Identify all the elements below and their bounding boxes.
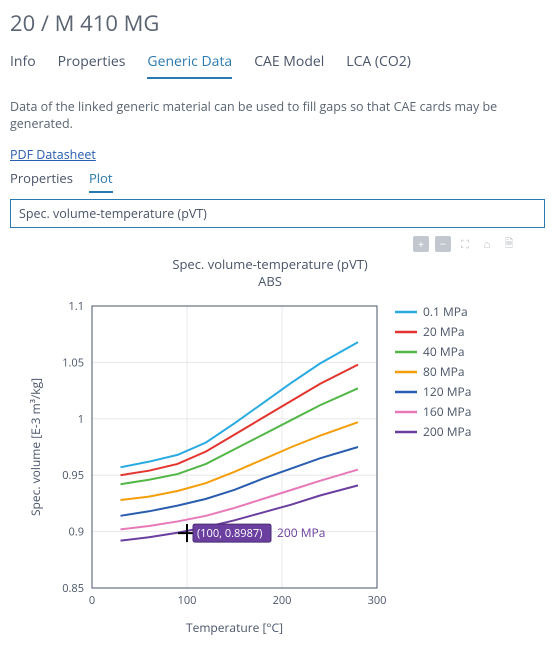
download-icon[interactable]: 🗎 — [501, 236, 517, 252]
sub-tab-properties[interactable]: Properties — [10, 169, 73, 193]
chart-toolbar: + − ⛶ ⌂ 🗎 — [10, 236, 545, 252]
main-tab-cae-model[interactable]: CAE Model — [254, 52, 324, 79]
sub-tabs: Properties Plot — [10, 169, 545, 193]
chart-title-line2: ABS — [258, 272, 282, 290]
pdf-datasheet-link[interactable]: PDF Datasheet — [10, 146, 96, 163]
main-tab-properties[interactable]: Properties — [58, 52, 126, 79]
svg-text:300: 300 — [368, 593, 387, 608]
chart-title: Spec. volume-temperature (pVT) ABS — [10, 256, 530, 290]
svg-text:200: 200 — [273, 593, 292, 608]
hover-tooltip-text: (100, 0.8987) — [197, 526, 262, 541]
svg-text:0.95: 0.95 — [62, 468, 84, 483]
svg-text:1.05: 1.05 — [62, 355, 84, 370]
svg-text:100: 100 — [178, 593, 197, 608]
legend-label[interactable]: 160 MPa — [423, 403, 471, 420]
main-tab-generic-data[interactable]: Generic Data — [147, 52, 232, 79]
legend-label[interactable]: 80 MPa — [423, 363, 465, 380]
home-icon[interactable]: ⌂ — [479, 236, 495, 252]
chart-title-line1: Spec. volume-temperature (pVT) — [172, 255, 367, 273]
svg-text:0.9: 0.9 — [69, 524, 84, 539]
svg-text:Spec. volume [E-3 m³/kg]: Spec. volume [E-3 m³/kg] — [27, 378, 44, 516]
main-tab-info[interactable]: Info — [10, 52, 36, 79]
legend-label[interactable]: 200 MPa — [423, 423, 471, 440]
main-tabs: Info Properties Generic Data CAE Model LCA (… — [10, 52, 545, 80]
svg-text:0: 0 — [89, 593, 95, 608]
zoom-out-icon[interactable]: − — [435, 236, 451, 252]
page-title: 20 / M 410 MG — [10, 8, 545, 38]
sub-tab-plot[interactable]: Plot — [89, 169, 113, 193]
svg-text:Temperature [°C]: Temperature [°C] — [186, 619, 283, 636]
plot-type-select[interactable]: Spec. volume-temperature (pVT) — [10, 199, 545, 228]
chart-container: Spec. volume-temperature (pVT) ABS 0 100 2… — [10, 256, 530, 646]
legend-label[interactable]: 20 MPa — [423, 323, 465, 340]
legend-label[interactable]: 0.1 MPa — [423, 303, 468, 320]
legend-label[interactable]: 40 MPa — [423, 343, 465, 360]
hover-series-label: 200 MPa — [277, 524, 325, 541]
svg-text:0.85: 0.85 — [62, 581, 84, 596]
legend-label[interactable]: 120 MPa — [423, 383, 471, 400]
description-text: Data of the linked generic material can … — [10, 98, 545, 132]
chart-plot[interactable]: 0 100 200 300 0.85 0.9 0.95 1 1.05 1.1 Temperature… — [10, 294, 530, 644]
zoom-in-icon[interactable]: + — [413, 236, 429, 252]
expand-icon[interactable]: ⛶ — [457, 236, 473, 252]
svg-text:1.1: 1.1 — [69, 299, 84, 314]
svg-text:1: 1 — [78, 412, 84, 427]
main-tab-lca-co2-[interactable]: LCA (CO2) — [346, 52, 411, 79]
